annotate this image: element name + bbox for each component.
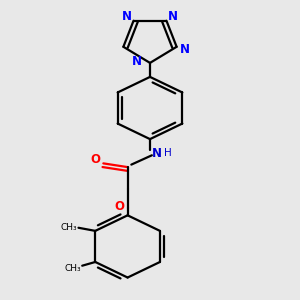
Text: N: N (132, 55, 142, 68)
Text: CH₃: CH₃ (64, 264, 81, 273)
Text: N: N (180, 43, 190, 56)
Text: N: N (122, 10, 132, 22)
Text: N: N (152, 147, 162, 160)
Text: O: O (114, 200, 124, 213)
Text: O: O (90, 153, 100, 166)
Text: H: H (164, 148, 172, 158)
Text: CH₃: CH₃ (61, 223, 77, 232)
Text: N: N (168, 10, 178, 22)
